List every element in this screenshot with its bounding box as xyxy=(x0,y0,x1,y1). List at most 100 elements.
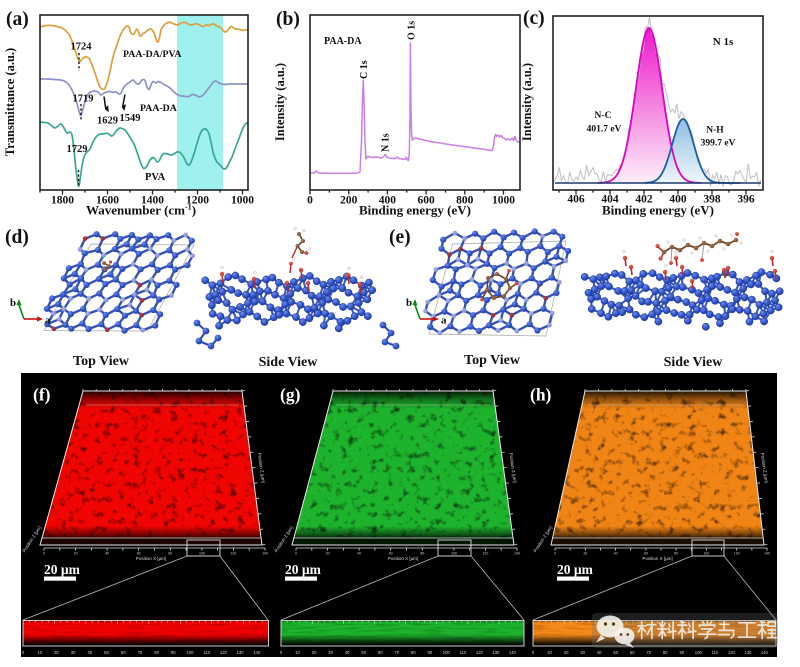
svg-text:1629: 1629 xyxy=(97,116,118,127)
svg-text:Top View: Top View xyxy=(73,354,130,369)
svg-text:120: 120 xyxy=(476,650,484,655)
svg-text:402: 402 xyxy=(635,194,653,206)
svg-text:50: 50 xyxy=(361,650,366,655)
svg-text:140: 140 xyxy=(253,650,261,655)
svg-text:100: 100 xyxy=(443,650,451,655)
svg-text:Side View: Side View xyxy=(259,355,319,370)
svg-text:90: 90 xyxy=(427,650,432,655)
svg-text:20 µm: 20 µm xyxy=(285,562,322,577)
svg-text:60: 60 xyxy=(389,552,393,556)
svg-text:60: 60 xyxy=(121,650,126,655)
svg-text:(a): (a) xyxy=(6,9,29,30)
svg-text:0: 0 xyxy=(554,552,556,556)
svg-text:406: 406 xyxy=(567,194,585,206)
svg-text:30: 30 xyxy=(328,650,333,655)
svg-text:Binding energy (eV): Binding energy (eV) xyxy=(602,203,714,218)
svg-text:396: 396 xyxy=(737,194,755,206)
svg-text:60: 60 xyxy=(137,552,141,556)
svg-text:100: 100 xyxy=(703,552,709,556)
svg-text:80: 80 xyxy=(420,552,424,556)
svg-text:PAA-DA: PAA-DA xyxy=(324,36,362,47)
svg-text:40: 40 xyxy=(597,650,602,655)
svg-text:1724: 1724 xyxy=(71,42,93,53)
svg-text:130: 130 xyxy=(492,650,500,655)
svg-text:100: 100 xyxy=(199,552,205,556)
svg-text:1200: 1200 xyxy=(186,195,209,207)
svg-text:Side View: Side View xyxy=(664,355,724,370)
svg-text:90: 90 xyxy=(171,650,176,655)
svg-text:(d): (d) xyxy=(5,227,29,248)
svg-text:60: 60 xyxy=(378,650,383,655)
svg-text:140: 140 xyxy=(764,552,770,556)
svg-text:401.7 eV: 401.7 eV xyxy=(587,125,622,135)
svg-text:Position X [µm]: Position X [µm] xyxy=(388,556,418,561)
svg-text:1549: 1549 xyxy=(120,113,141,124)
svg-text:0: 0 xyxy=(295,552,297,556)
svg-text:0: 0 xyxy=(22,650,25,655)
svg-text:20: 20 xyxy=(312,650,317,655)
svg-text:80: 80 xyxy=(154,650,159,655)
svg-text:20: 20 xyxy=(54,650,59,655)
svg-text:N-C: N-C xyxy=(595,111,612,121)
svg-text:120: 120 xyxy=(230,552,236,556)
svg-text:20: 20 xyxy=(74,552,78,556)
svg-text:400: 400 xyxy=(379,195,397,207)
svg-text:40: 40 xyxy=(345,650,350,655)
svg-text:30: 30 xyxy=(71,650,76,655)
svg-text:1719: 1719 xyxy=(73,94,94,105)
svg-text:800: 800 xyxy=(456,195,474,207)
svg-text:600: 600 xyxy=(417,195,435,207)
svg-text:100: 100 xyxy=(187,650,195,655)
svg-text:30: 30 xyxy=(580,650,585,655)
svg-text:N-H: N-H xyxy=(706,126,724,136)
svg-text:Position Z [µm]: Position Z [µm] xyxy=(508,453,517,484)
svg-text:O 1s: O 1s xyxy=(407,21,418,40)
svg-text:(h): (h) xyxy=(530,385,552,405)
svg-text:10: 10 xyxy=(295,650,300,655)
svg-text:110: 110 xyxy=(711,650,718,655)
svg-text:20: 20 xyxy=(583,552,587,556)
svg-text:70: 70 xyxy=(138,650,143,655)
svg-text:N 1s: N 1s xyxy=(713,36,734,48)
svg-text:404: 404 xyxy=(601,194,619,206)
svg-text:140: 140 xyxy=(262,552,268,556)
svg-text:120: 120 xyxy=(482,552,488,556)
svg-text:200: 200 xyxy=(340,195,358,207)
svg-text:Intensity (a.u.): Intensity (a.u.) xyxy=(273,63,287,141)
svg-text:1800: 1800 xyxy=(51,195,74,207)
svg-text:PAA-DA: PAA-DA xyxy=(140,103,177,114)
svg-text:80: 80 xyxy=(663,650,668,655)
svg-text:50: 50 xyxy=(613,650,618,655)
svg-text:Position X [µm]: Position X [µm] xyxy=(642,556,672,561)
svg-text:0: 0 xyxy=(280,650,283,655)
svg-text:1000: 1000 xyxy=(492,195,515,207)
svg-text:60: 60 xyxy=(644,552,648,556)
svg-text:60: 60 xyxy=(630,650,635,655)
svg-text:(g): (g) xyxy=(280,385,301,405)
svg-text:140: 140 xyxy=(514,552,520,556)
svg-text:80: 80 xyxy=(411,650,416,655)
svg-text:40: 40 xyxy=(614,552,618,556)
svg-text:Top View: Top View xyxy=(464,353,521,368)
svg-text:(c): (c) xyxy=(523,8,545,29)
svg-text:PAA-DA/PVA: PAA-DA/PVA xyxy=(123,49,181,60)
svg-text:10: 10 xyxy=(37,650,42,655)
svg-text:80: 80 xyxy=(674,552,678,556)
svg-text:1000: 1000 xyxy=(231,195,254,207)
svg-text:100: 100 xyxy=(695,650,703,655)
svg-text:0: 0 xyxy=(307,195,313,207)
svg-text:b: b xyxy=(10,297,16,309)
svg-text:Wavenumber (cm-1): Wavenumber (cm-1) xyxy=(86,203,196,218)
svg-text:40: 40 xyxy=(357,552,361,556)
svg-text:400: 400 xyxy=(669,194,687,206)
svg-text:90: 90 xyxy=(679,650,684,655)
svg-text:110: 110 xyxy=(459,650,466,655)
svg-text:130: 130 xyxy=(237,650,245,655)
svg-text:140: 140 xyxy=(509,650,517,655)
svg-text:PVA: PVA xyxy=(145,172,166,183)
svg-text:a: a xyxy=(45,315,51,327)
svg-text:80: 80 xyxy=(168,552,172,556)
svg-text:0: 0 xyxy=(43,552,45,556)
svg-text:(b): (b) xyxy=(276,9,300,30)
svg-text:C 1s: C 1s xyxy=(359,60,370,79)
